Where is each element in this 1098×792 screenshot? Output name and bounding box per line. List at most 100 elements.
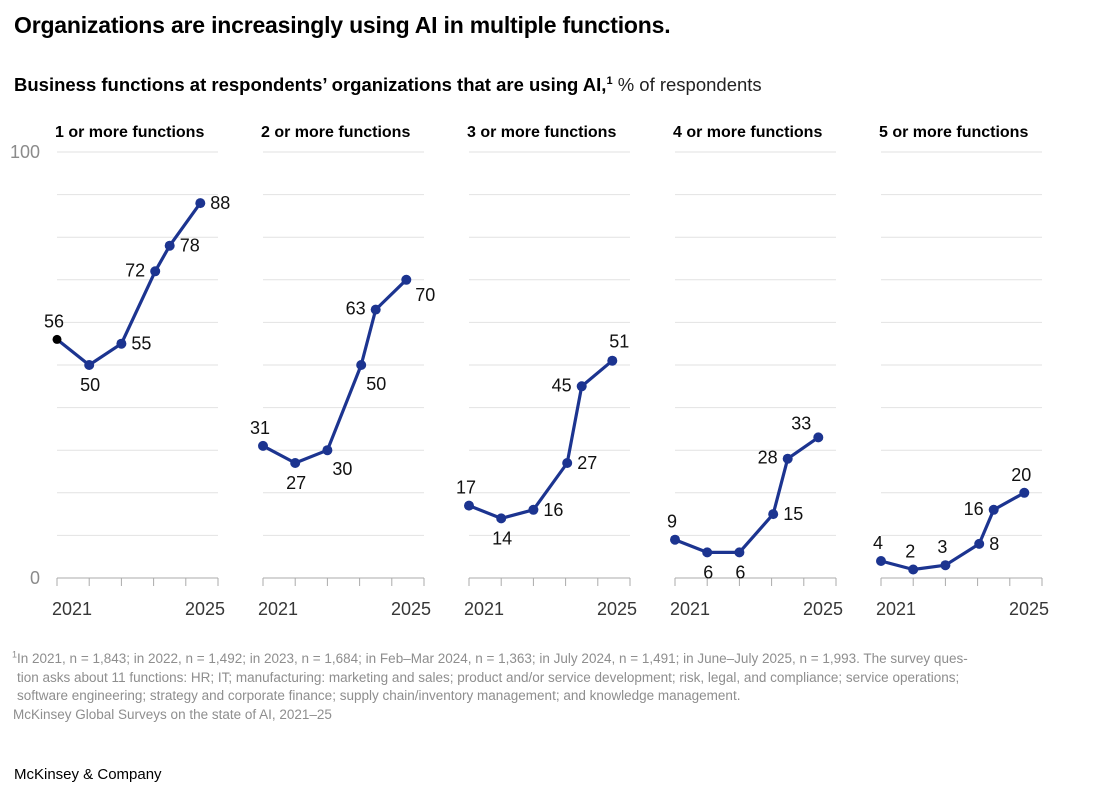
- panel-3: 3 or more functions 2021 2025 17 14 16 27 45 51: [456, 124, 637, 619]
- x-axis-label-start: 2021: [464, 599, 504, 619]
- data-point-label: 16: [543, 500, 563, 520]
- data-point-label: 4: [873, 533, 883, 553]
- mckinsey-logo: McKinsey & Company: [14, 766, 162, 783]
- data-point: [576, 381, 587, 392]
- x-axis-label-end: 2025: [185, 599, 225, 619]
- data-point: [813, 432, 824, 443]
- data-point-label: 31: [250, 418, 270, 438]
- x-axis-label-end: 2025: [803, 599, 843, 619]
- data-point: [908, 564, 919, 575]
- data-point: [464, 500, 474, 511]
- data-point-label: 15: [783, 504, 803, 524]
- data-point-label: 17: [456, 478, 476, 498]
- subtitle-footnote-marker: 1: [606, 75, 613, 87]
- series-line: [467, 359, 614, 521]
- data-point-label: 63: [346, 299, 366, 319]
- y-axis-label-100: 100: [10, 142, 40, 162]
- subtitle-unit-text: % of respondents: [612, 74, 762, 95]
- series-line: [261, 278, 408, 465]
- data-point: [496, 513, 507, 524]
- data-point: [528, 504, 539, 515]
- data-point-label: 88: [210, 193, 230, 213]
- data-point-label: 72: [125, 260, 145, 280]
- data-point-label: 16: [964, 499, 984, 519]
- data-point: [702, 547, 713, 558]
- data-point-label: 20: [1011, 465, 1031, 485]
- data-point: [195, 198, 206, 209]
- data-point: [607, 355, 618, 366]
- data-point: [734, 547, 745, 558]
- data-point-label: 51: [609, 332, 629, 352]
- subtitle-bold-text: Business functions at respondents’ organ…: [14, 74, 607, 95]
- data-point: [116, 338, 127, 349]
- x-axis-label-end: 2025: [391, 599, 431, 619]
- data-point: [1019, 487, 1030, 498]
- panel-4: 4 or more functions 2021 2025 9 6 6 15 28 33: [667, 124, 843, 619]
- data-point-label: 3: [937, 537, 947, 557]
- data-point-label: 33: [791, 413, 811, 433]
- data-point: [562, 458, 573, 468]
- data-point-label: 14: [492, 528, 512, 548]
- data-point: [876, 556, 886, 566]
- y-axis-label-0: 0: [30, 568, 40, 588]
- data-point-label: 30: [332, 459, 352, 479]
- data-point: [670, 534, 680, 545]
- data-point-label: 55: [131, 334, 151, 354]
- data-point-label: 8: [989, 534, 999, 554]
- data-point-label: 45: [552, 375, 572, 395]
- data-point-label: 6: [703, 562, 713, 582]
- x-axis-label-start: 2021: [52, 599, 92, 619]
- x-axis-label-end: 2025: [1009, 599, 1049, 619]
- data-point: [290, 458, 301, 468]
- data-point: [768, 509, 779, 520]
- data-point: [401, 274, 412, 285]
- footnote-source: McKinsey Global Surveys on the state of …: [13, 706, 332, 722]
- series-line: [55, 201, 202, 367]
- footnote: 1In 2021, n = 1,843; in 2022, n = 1,492;…: [12, 650, 968, 724]
- panel-5: 5 or more functions 2021 2025 4 2 3 816 20: [873, 124, 1049, 619]
- footnote-line-3: software engineering; strategy and corpo…: [17, 688, 741, 704]
- data-point: [322, 445, 333, 456]
- data-point-label: 70: [415, 285, 435, 305]
- x-axis-label-start: 2021: [670, 599, 710, 619]
- data-point-label: 9: [667, 512, 677, 532]
- data-point: [370, 304, 381, 315]
- panel-title: 1 or more functions: [55, 124, 204, 141]
- data-point-label: 56: [44, 311, 64, 331]
- data-point-label: 27: [286, 473, 306, 493]
- exhibit-title: Organizations are increasingly using AI …: [14, 12, 671, 38]
- footnote-marker: 1: [12, 649, 18, 660]
- data-point-label: 2: [905, 542, 915, 562]
- panel-title: 5 or more functions: [879, 124, 1028, 141]
- data-point-label: 50: [366, 374, 386, 394]
- panel-title: 4 or more functions: [673, 124, 822, 141]
- x-axis-label-start: 2021: [876, 599, 916, 619]
- footnote-line-1: 1In 2021, n = 1,843; in 2022, n = 1,492;…: [12, 650, 968, 669]
- data-point: [940, 560, 951, 571]
- footnote-line-1-text: In 2021, n = 1,843; in 2022, n = 1,492; …: [17, 651, 968, 666]
- data-point: [258, 440, 268, 451]
- panel-title: 3 or more functions: [467, 124, 616, 141]
- data-point: [988, 504, 999, 515]
- panel-title: 2 or more functions: [261, 124, 410, 141]
- data-point: [164, 240, 175, 251]
- data-point: [974, 538, 985, 549]
- panel-1: 1 or more functions 2021 2025 100 0 56 50 55 72 7…: [10, 124, 230, 619]
- data-point-label: 50: [80, 375, 100, 395]
- data-point: [782, 453, 793, 464]
- series-line: [673, 435, 820, 555]
- data-point: [52, 334, 62, 344]
- x-axis-label-start: 2021: [258, 599, 298, 619]
- data-point: [84, 360, 95, 370]
- exhibit-subtitle: Business functions at respondents’ organ…: [14, 74, 762, 96]
- data-point: [150, 266, 161, 277]
- data-point-label: 6: [735, 562, 745, 582]
- data-point-label: 27: [577, 453, 597, 473]
- data-point-label: 78: [180, 236, 200, 256]
- series-line: [879, 491, 1026, 572]
- footnote-line-2: tion asks about 11 functions: HR; IT; ma…: [17, 669, 960, 685]
- data-point-label: 28: [758, 448, 778, 468]
- data-point: [356, 360, 367, 370]
